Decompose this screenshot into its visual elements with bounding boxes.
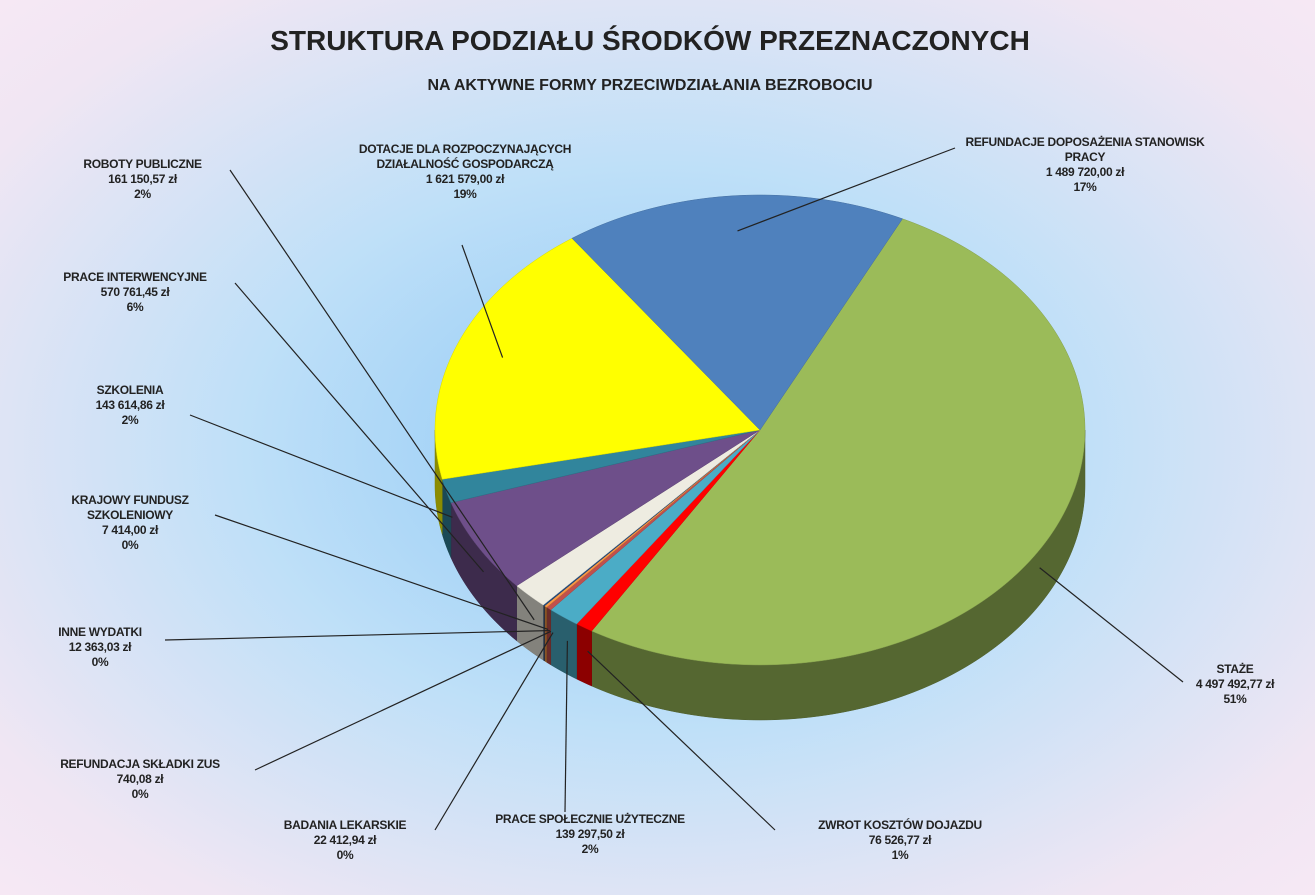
label-percent: 0% [121,538,139,552]
label-percent: 1% [891,848,909,862]
label-name: PRACE INTERWENCYJNE [63,270,207,284]
label-percent: 19% [453,187,477,201]
slice [434,237,761,480]
slice [571,194,903,431]
slice-label: BADANIA LEKARSKIE 22 412,94 zł 0% [250,818,440,863]
leader-line [229,169,535,621]
label-value: 76 526,77 zł [868,833,932,847]
label-value: 161 150,57 zł [108,172,177,186]
slice-label: REFUNDACJA SKŁADKI ZUS 740,08 zł 0% [15,757,265,802]
label-value: 139 297,50 zł [555,827,625,841]
leader-line [164,629,550,641]
leader-line [1039,567,1184,683]
label-percent: 2% [581,842,599,856]
label-value: 1 621 579,00 zł [425,172,505,186]
slice-label: KRAJOWY FUNDUSZ SZKOLENIOWY 7 414,00 zł 0% [30,493,230,553]
slice-label: PRACE INTERWENCYJNE 570 761,45 zł 6% [20,270,250,315]
chart-title: STRUKTURA PODZIAŁU ŚRODKÓW PRZEZNACZONYC… [270,25,1030,56]
label-value: 12 363,03 zł [68,640,132,654]
slice [516,429,761,606]
label-percent: 2% [134,187,151,201]
label-name: INNE WYDATKI [58,625,142,639]
leader-line [254,630,552,771]
leader-line [587,650,776,831]
leader-line [564,640,569,813]
leader-line [737,147,956,232]
chart-subtitle: NA AKTYWNE FORMY PRZECIWDZIAŁANIA BEZROB… [427,77,872,94]
slice-label: ROBOTY PUBLICZNE 161 150,57 zł 2% [60,157,225,202]
leader-line [189,414,453,518]
slice-label: SZKOLENIA 143 614,86 zł 2% [70,383,190,428]
slice-label: PRACE SPOŁECZNIE UŻYTECZNE 139 297,50 zł 2… [490,812,690,857]
leader-line [214,514,549,631]
label-name: ZWROT KOSZTÓW DOJAZDU [818,818,982,832]
leader-line [234,282,484,573]
slice-label: REFUNDACJE DOPOSAŻENIA STANOWISK PRACY 1 … [950,135,1220,195]
label-percent: 0% [336,848,354,862]
label-name: DOTACJE DLA ROZPOCZYNAJĄCYCH DZIAŁALNOŚĆ… [358,142,572,171]
label-name: REFUNDACJE DOPOSAŻENIA STANOWISK PRACY [965,135,1205,164]
label-percent: 2% [121,413,139,427]
label-value: 740,08 zł [116,772,164,786]
label-name: KRAJOWY FUNDUSZ SZKOLENIOWY [71,493,189,522]
slice [550,429,761,625]
slice-label: DOTACJE DLA ROZPOCZYNAJĄCYCH DZIAŁALNOŚĆ… [320,142,610,202]
label-value: 570 761,45 zł [100,285,170,299]
label-name: REFUNDACJA SKŁADKI ZUS [60,757,220,771]
slice-side [576,623,592,687]
slice [591,218,1086,666]
label-name: SZKOLENIA [96,383,164,397]
label-percent: 51% [1223,692,1247,706]
label-name: ROBOTY PUBLICZNE [83,157,202,171]
label-percent: 17% [1073,180,1097,194]
label-value: 4 497 492,77 zł [1195,677,1275,691]
label-value: 22 412,94 zł [313,833,377,847]
label-percent: 0% [131,787,149,801]
label-name: PRACE SPOŁECZNIE UŻYTECZNE [495,812,685,826]
label-percent: 0% [91,655,109,669]
slice-label: INNE WYDATKI 12 363,03 zł 0% [20,625,180,670]
label-value: 1 489 720,00 zł [1045,165,1125,179]
label-name: STAŻE [1216,662,1254,676]
leader-line [434,632,554,831]
slice-label: STAŻE 4 497 492,77 zł 51% [1175,662,1295,707]
label-value: 7 414,00 zł [101,523,159,537]
label-name: BADANIA LEKARSKIE [283,818,407,832]
label-value: 143 614,86 zł [95,398,165,412]
slice-label: ZWROT KOSZTÓW DOJAZDU 76 526,77 zł 1% [770,818,1030,863]
slice [441,429,761,503]
label-percent: 6% [126,300,144,314]
leader-line [461,244,504,358]
